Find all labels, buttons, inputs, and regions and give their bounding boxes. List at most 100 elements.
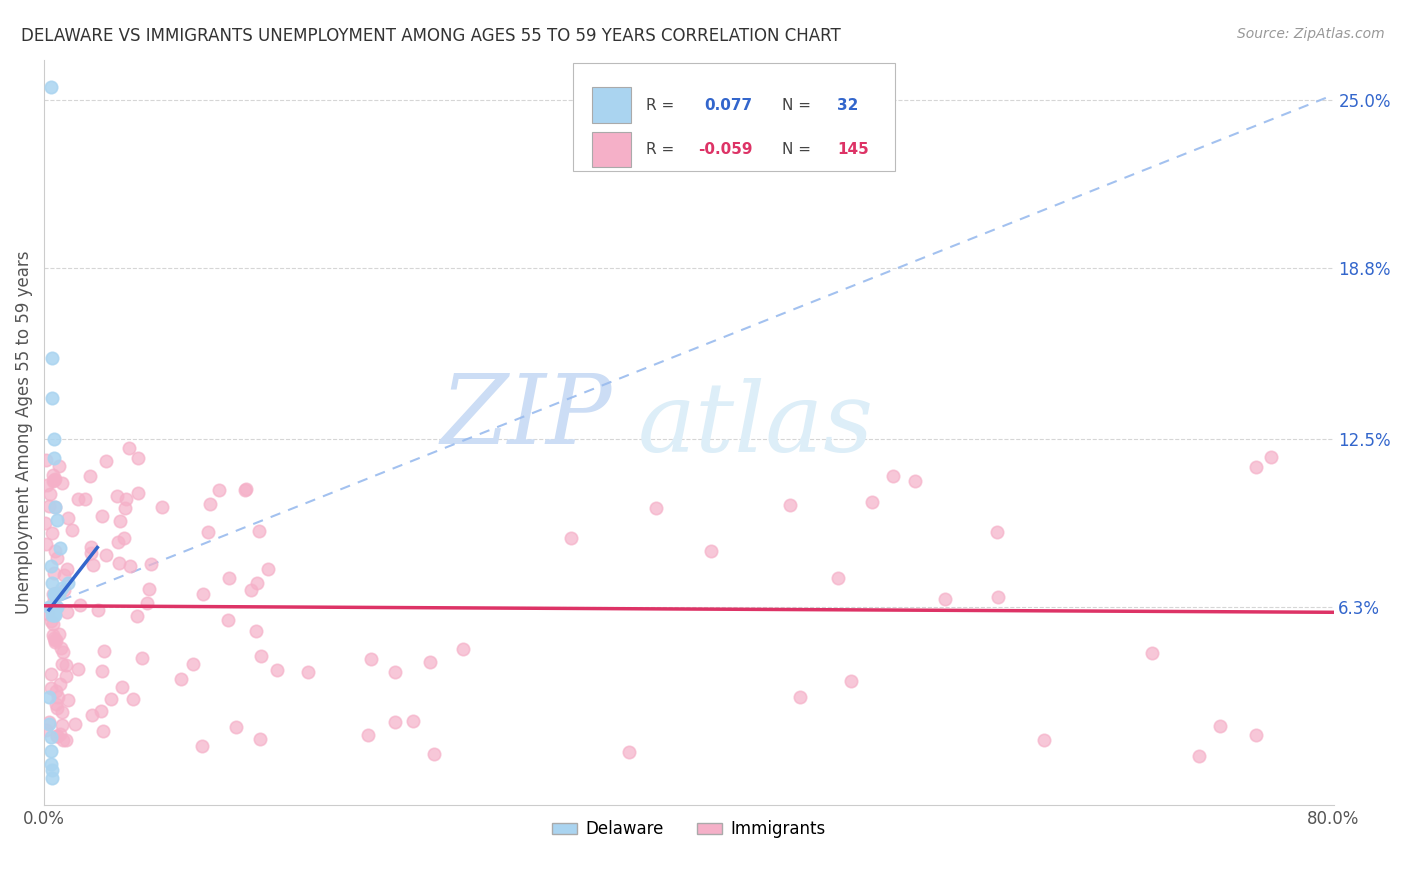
Point (52, 567, 75, 582)
Point (108, 514, 131, 528)
Point (150, 500, 173, 515)
Point (91, 723, 114, 738)
Point (39, 666, 62, 681)
Point (49, 541, 72, 555)
Point (35, 723, 58, 737)
Point (934, 592, 956, 607)
Point (46, 600, 69, 615)
Point (1244, 728, 1267, 742)
Point (39, 681, 62, 695)
Point (58, 511, 80, 525)
Point (451, 642, 474, 657)
Point (55, 732, 77, 747)
Text: N =: N = (782, 98, 811, 112)
Point (198, 497, 221, 511)
Point (191, 739, 214, 753)
Point (41, 525, 63, 540)
Point (218, 571, 240, 585)
Point (44, 473, 66, 487)
Point (107, 556, 129, 570)
Point (55, 669, 77, 683)
Point (55, 605, 77, 619)
Point (49, 727, 72, 741)
Point (45, 698, 67, 712)
Point (827, 571, 849, 585)
Point (51, 476, 73, 491)
Point (135, 596, 157, 610)
Point (127, 450, 149, 465)
Point (419, 655, 441, 669)
Text: N =: N = (782, 142, 811, 157)
Text: -0.059: -0.059 (697, 142, 752, 157)
Point (69, 598, 91, 612)
Point (51, 705, 73, 719)
Point (44, 634, 66, 648)
Point (839, 673, 862, 688)
Point (39, 731, 62, 745)
Point (41, 575, 63, 590)
Point (619, 745, 641, 759)
Text: ZIP: ZIP (440, 370, 612, 465)
Point (860, 494, 883, 508)
Point (249, 732, 271, 747)
Point (45, 586, 67, 600)
Point (1260, 450, 1282, 464)
Point (987, 591, 1010, 605)
Point (42, 467, 65, 482)
Point (58, 575, 80, 590)
Point (125, 609, 148, 624)
Point (38, 716, 60, 731)
Point (45, 632, 67, 647)
Point (44, 566, 66, 581)
Text: 32: 32 (837, 98, 859, 112)
Text: R =: R = (647, 142, 675, 157)
Point (46, 586, 69, 600)
Point (42, 608, 65, 623)
Point (90, 705, 112, 719)
Point (66, 491, 89, 506)
Point (986, 524, 1008, 539)
Text: R =: R = (647, 98, 675, 112)
Point (79, 468, 101, 483)
Point (41, 771, 63, 785)
Point (51, 717, 73, 731)
Point (139, 557, 162, 571)
Point (48, 459, 70, 474)
Point (44, 600, 66, 615)
Point (1140, 646, 1163, 660)
Point (217, 613, 239, 627)
Point (250, 648, 273, 663)
Point (118, 558, 141, 573)
Point (225, 720, 247, 734)
Point (903, 474, 925, 488)
Point (48, 586, 70, 600)
Point (114, 501, 136, 516)
Point (42, 432, 65, 446)
Point (118, 441, 141, 455)
Point (96, 453, 118, 467)
Point (700, 544, 723, 558)
Point (42, 587, 65, 601)
Point (247, 524, 270, 539)
FancyBboxPatch shape (592, 87, 631, 123)
Point (245, 624, 267, 638)
Point (107, 535, 129, 549)
Point (80, 708, 103, 723)
Point (789, 690, 811, 704)
Point (51, 581, 73, 595)
Y-axis label: Unemployment Among Ages 55 to 59 years: Unemployment Among Ages 55 to 59 years (15, 251, 32, 614)
Point (235, 482, 257, 496)
Point (51, 657, 73, 671)
Point (38, 715, 60, 730)
Point (87, 603, 110, 617)
Point (44, 592, 66, 607)
Point (42, 474, 65, 488)
Point (79, 546, 101, 560)
Point (779, 498, 801, 512)
Point (882, 469, 904, 483)
Point (45, 684, 67, 698)
Point (1244, 459, 1267, 474)
Point (208, 483, 231, 497)
Point (53, 583, 76, 598)
Point (42, 600, 65, 615)
